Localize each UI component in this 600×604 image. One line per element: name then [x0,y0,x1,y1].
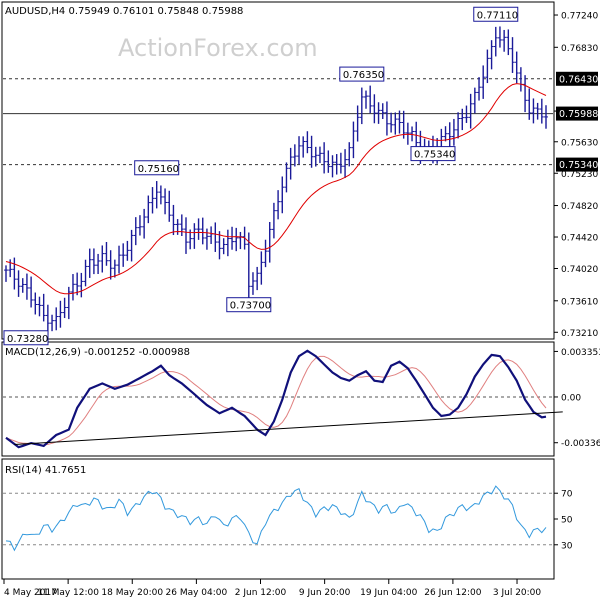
price-header: AUDUSD,H4 0.75949 0.76101 0.75848 0.7598… [5,6,243,17]
rsi-y-tick-label: 30 [561,541,573,551]
level-badge [556,71,598,86]
annotation-box [3,330,49,346]
price-y-tick-label: 0.74020 [561,265,598,275]
level-label: 0.75340 [559,160,598,171]
x-tick-label: 2 Jun 12:00 [235,588,287,598]
annotation-label: 0.76350 [343,70,384,81]
macd-signal-line [5,355,547,446]
macd-panel [1,341,555,457]
rsi-y-tick-label: 50 [561,516,573,526]
annotation-box [134,160,180,176]
macd-y-tick-label: 0.00 [561,393,581,403]
level-label: 0.75988 [559,109,598,120]
x-tick-label: 26 Jun 12:00 [424,588,481,598]
rsi-label: RSI(14) 41.7651 [5,465,86,476]
x-tick-label: 19 Jun 04:00 [360,588,417,598]
rsi-line [5,485,547,552]
annotation-box [339,66,385,82]
price-y-tick-label: 0.76830 [561,44,598,54]
annotation-label: 0.73280 [7,334,48,345]
annotation-box [226,297,272,313]
macd-trendline [14,411,563,445]
macd-layer: 0.003353 0.00 -0.003369 [3,348,600,449]
price-y-tick-label: 0.73210 [561,329,598,339]
price-y-tick-label: 0.74420 [561,234,598,244]
price-y-tick-label: 0.75630 [561,138,598,148]
macd-label: MACD(12,26,9) -0.001252 -0.000988 [5,347,190,358]
annotation-label: 0.77110 [477,10,518,21]
price-y-tick-label: 0.75230 [561,170,598,180]
price-panel [1,1,555,340]
level-label: 0.76430 [559,74,598,85]
macd-line [5,349,547,449]
annotation-label: 0.75340 [414,150,455,161]
macd-y-tick-label: 0.003353 [561,348,600,358]
annotation-label: 0.75160 [138,164,179,175]
x-tick-label: 11 May 12:00 [37,588,99,598]
macd-y-tick-label: -0.003369 [561,439,600,449]
price-y-tick-label: 0.77240 [561,12,598,22]
rsi-layer: 70 50 30 [3,485,573,552]
x-tick-label: 4 May 2017 [4,588,57,598]
price-y-tick-label: 0.74820 [561,202,598,212]
annotation-box [473,6,519,22]
x-tick-label: 9 Jun 20:00 [299,588,351,598]
annotation-box [410,146,456,162]
price-layer: 0.772400.768300.760200.756300.752300.748… [3,6,598,346]
rsi-y-tick-label: 70 [561,490,573,500]
rsi-panel [1,458,555,580]
level-badge [556,106,598,121]
moving-average-line [5,83,547,295]
watermark: ActionForex.com [118,34,318,62]
x-tick-label: 3 Jul 20:00 [493,588,542,598]
price-y-tick-label: 0.73610 [561,297,598,307]
x-tick-label: 26 May 04:00 [166,588,228,598]
annotation-label: 0.73700 [230,301,271,312]
x-tick-label: 18 May 20:00 [101,588,163,598]
level-badge [556,157,598,172]
